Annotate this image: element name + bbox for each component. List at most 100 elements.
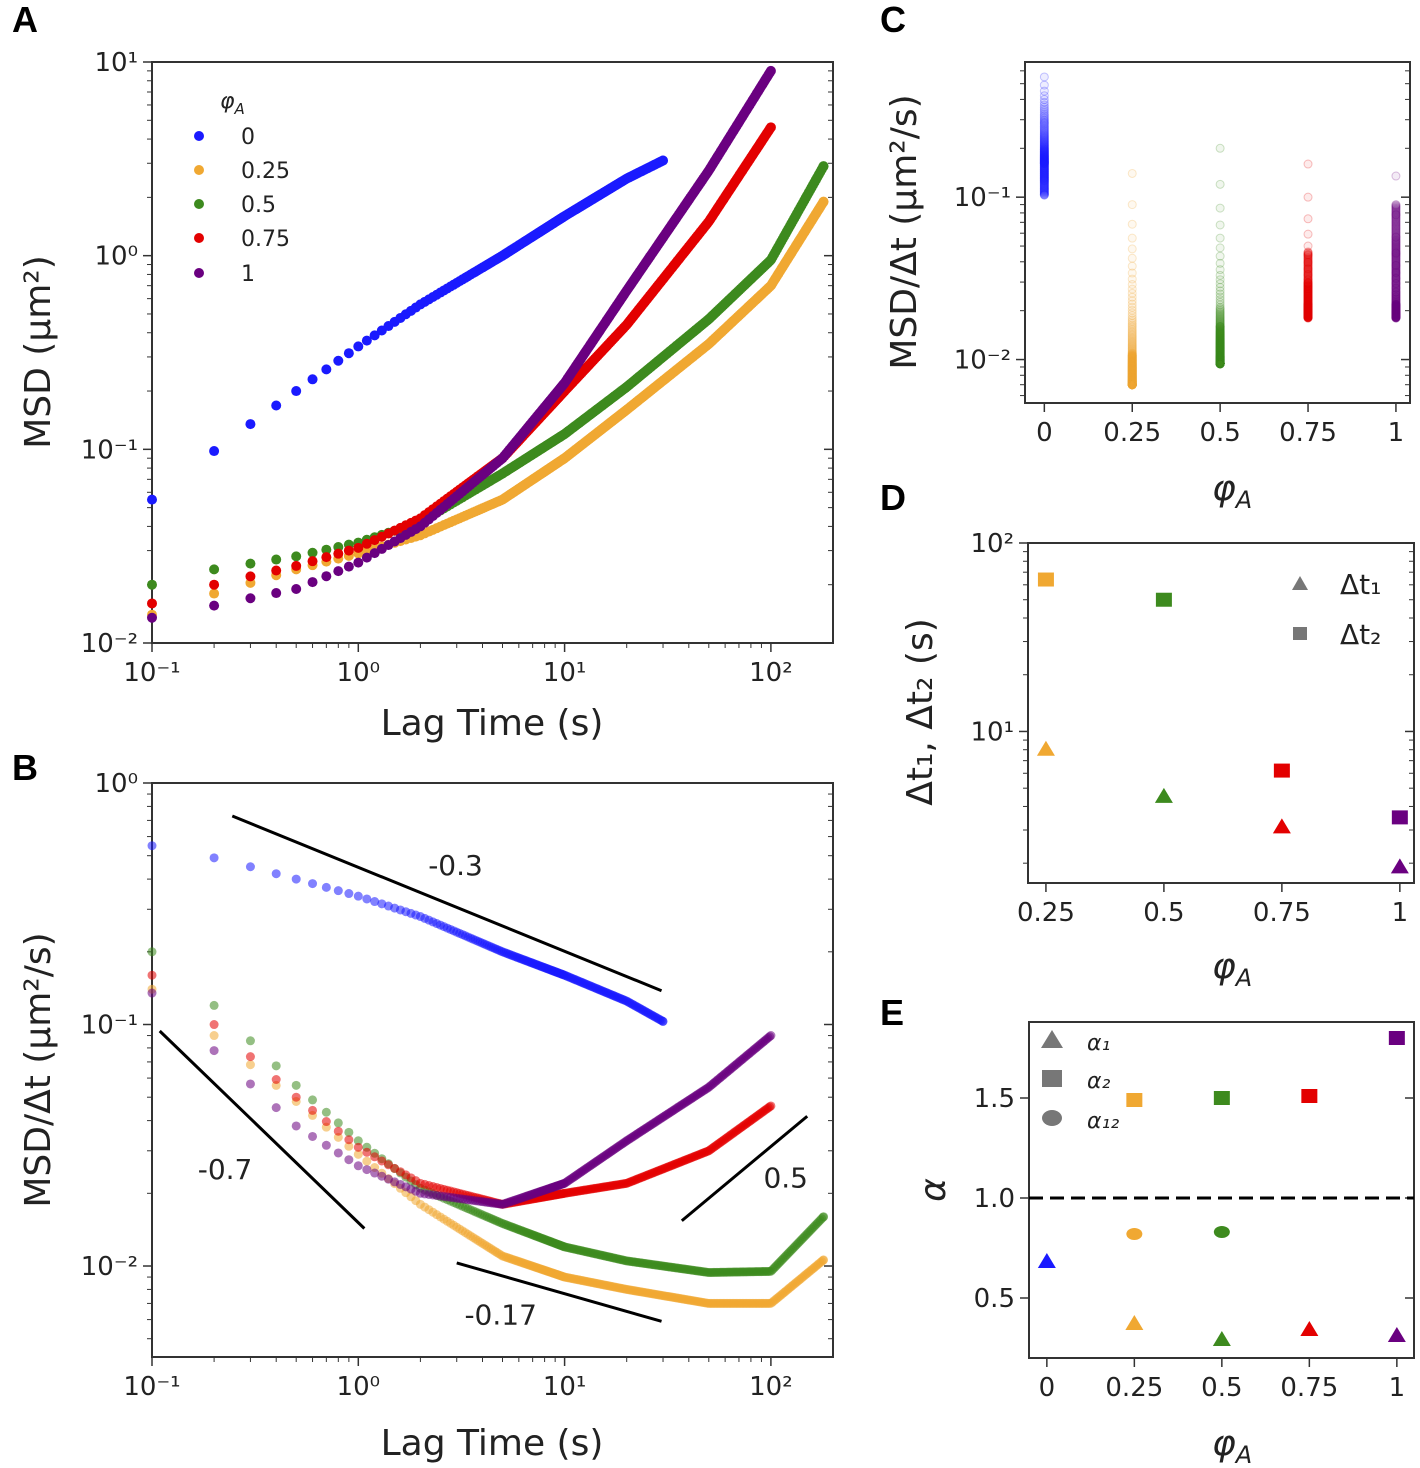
data-point bbox=[1127, 350, 1137, 360]
phi-symbol: φ bbox=[1212, 946, 1236, 987]
data-point bbox=[291, 1080, 301, 1090]
slope-label: -0.17 bbox=[464, 1298, 536, 1331]
strip-phi-0.25 bbox=[1127, 168, 1137, 390]
data-point bbox=[291, 1121, 301, 1131]
data-point bbox=[344, 889, 354, 899]
data-point bbox=[1215, 179, 1225, 189]
series-triangle bbox=[1037, 1253, 1406, 1346]
series-phi-0.5 bbox=[147, 161, 829, 590]
y-tick-label: 1.5 bbox=[974, 1084, 1015, 1114]
y-tick-label: 1.0 bbox=[974, 1184, 1015, 1214]
data-point bbox=[362, 894, 372, 904]
x-tick-label: 1 bbox=[1392, 898, 1409, 928]
data-point bbox=[291, 560, 302, 571]
data-point bbox=[343, 561, 354, 572]
triangle-marker bbox=[1272, 818, 1291, 834]
data-point bbox=[333, 355, 344, 366]
circle-marker bbox=[1126, 1228, 1143, 1240]
data-point bbox=[1127, 233, 1137, 243]
data-point bbox=[344, 1155, 354, 1165]
x-tick-label: 0.25 bbox=[1105, 1373, 1163, 1403]
x-tick-label: 10² bbox=[749, 658, 793, 688]
x-tick-label: 1 bbox=[1388, 418, 1405, 448]
e-legend: α₁ α₂ α₁₂ bbox=[1041, 1030, 1119, 1134]
data-point bbox=[333, 548, 344, 559]
data-point bbox=[209, 853, 219, 863]
slope-guide-line bbox=[231, 814, 663, 993]
x-tick-label: 0 bbox=[1039, 1373, 1056, 1403]
square-marker bbox=[1273, 763, 1290, 778]
legend-label-alpha1: α₁ bbox=[1087, 1031, 1110, 1056]
circle-marker bbox=[1213, 1226, 1230, 1238]
y-tick-label: 10¹ bbox=[94, 48, 138, 78]
data-point bbox=[362, 1147, 372, 1157]
data-point bbox=[658, 1016, 668, 1026]
data-point bbox=[307, 374, 318, 385]
data-point bbox=[333, 1148, 343, 1158]
phi-subscript: A bbox=[1234, 964, 1252, 992]
data-point bbox=[271, 1103, 281, 1113]
data-point bbox=[245, 1079, 255, 1089]
a-legend: φA 0 0.25 0.5 0.75 1 bbox=[194, 89, 290, 287]
slope-guide-line bbox=[158, 1029, 366, 1230]
data-point bbox=[271, 1061, 281, 1071]
triangle-marker bbox=[1125, 1315, 1144, 1330]
data-point bbox=[333, 566, 344, 577]
data-point bbox=[1215, 321, 1225, 331]
data-point bbox=[308, 1131, 318, 1141]
data-point bbox=[344, 1141, 354, 1151]
data-point bbox=[818, 161, 829, 172]
series-phi-0 bbox=[147, 155, 669, 505]
y-tick-label: 10⁻¹ bbox=[81, 1011, 138, 1041]
square-marker bbox=[1391, 810, 1408, 825]
data-point bbox=[321, 882, 331, 892]
data-point bbox=[321, 552, 332, 563]
x-tick-label: 1 bbox=[1389, 1373, 1406, 1403]
b-y-axis-label: MSD/Δt (μm²/s) bbox=[18, 932, 59, 1207]
data-point bbox=[1127, 168, 1137, 178]
x-tick-label: 10¹ bbox=[543, 658, 587, 688]
data-point bbox=[765, 122, 776, 133]
panel-c-axes: 0 0.25 0.5 0.75 1 10⁻² 10⁻¹ bbox=[954, 61, 1411, 448]
data-point bbox=[344, 1135, 354, 1145]
data-point bbox=[209, 600, 220, 611]
x-tick-label: 0.75 bbox=[1280, 1373, 1338, 1403]
legend-square-marker bbox=[1042, 1070, 1062, 1087]
data-point bbox=[291, 386, 302, 397]
data-point bbox=[1127, 253, 1137, 263]
e-y-axis-label: α bbox=[913, 1178, 954, 1202]
data-point bbox=[245, 862, 255, 872]
data-point bbox=[271, 588, 282, 599]
data-point bbox=[1303, 247, 1313, 257]
legend-marker-0.25 bbox=[194, 165, 204, 175]
phi-subscript: A bbox=[1234, 486, 1252, 514]
data-point bbox=[209, 564, 220, 575]
square-marker bbox=[1301, 1089, 1318, 1103]
data-point bbox=[1039, 190, 1049, 200]
panel-label-e: E bbox=[880, 992, 904, 1033]
d-x-axis-label: φA bbox=[1212, 946, 1252, 992]
data-point bbox=[343, 545, 354, 556]
data-point bbox=[370, 1152, 380, 1162]
b-x-axis-label: Lag Time (s) bbox=[381, 1423, 604, 1464]
data-point bbox=[307, 547, 318, 558]
data-point bbox=[308, 1105, 318, 1115]
data-point bbox=[291, 584, 302, 595]
data-point bbox=[147, 598, 157, 609]
legend-marker-1 bbox=[194, 268, 204, 278]
x-tick-label: 10² bbox=[749, 1372, 793, 1402]
legend-label-dt2: Δt₂ bbox=[1340, 618, 1381, 651]
series-triangle bbox=[1036, 740, 1409, 874]
data-point bbox=[1303, 229, 1313, 239]
x-tick-label: 10⁻¹ bbox=[123, 1372, 180, 1402]
slope-label: -0.3 bbox=[428, 849, 483, 882]
series-square bbox=[1037, 572, 1408, 825]
data-point bbox=[307, 556, 318, 567]
data-point bbox=[1303, 214, 1313, 224]
legend-label-0: 0 bbox=[241, 125, 255, 150]
a-y-axis-label: MSD (μm²) bbox=[18, 255, 59, 449]
data-point bbox=[1215, 143, 1225, 153]
data-point bbox=[245, 1060, 255, 1070]
